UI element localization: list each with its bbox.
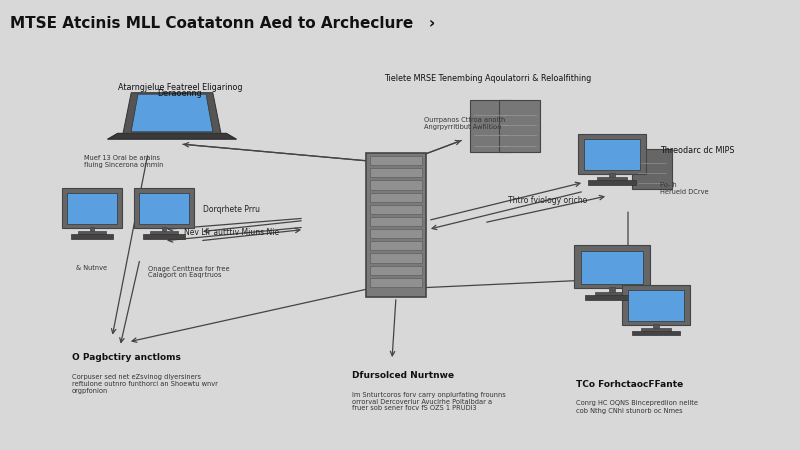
Text: Nev Lir autttiv Miuns Nie: Nev Lir autttiv Miuns Nie — [185, 228, 279, 237]
Text: Tielete MRSE Tenembing Aqoulatorri & Reloalfithing: Tielete MRSE Tenembing Aqoulatorri & Rel… — [384, 74, 592, 83]
FancyBboxPatch shape — [641, 328, 671, 332]
FancyBboxPatch shape — [70, 234, 114, 238]
FancyBboxPatch shape — [370, 241, 422, 251]
FancyBboxPatch shape — [622, 285, 690, 325]
FancyBboxPatch shape — [609, 287, 615, 292]
FancyBboxPatch shape — [585, 295, 639, 300]
Text: Conrg HC OQNS Binceprediion nelite
cob Nthg CNhi stunorb oc Nmes: Conrg HC OQNS Binceprediion nelite cob N… — [576, 400, 698, 414]
Polygon shape — [131, 94, 213, 132]
FancyBboxPatch shape — [578, 135, 646, 174]
FancyBboxPatch shape — [370, 193, 422, 202]
Text: O Pagbctiry anctloms: O Pagbctiry anctloms — [72, 353, 181, 362]
Text: TCo ForhctaocFFante: TCo ForhctaocFFante — [576, 380, 683, 389]
FancyBboxPatch shape — [574, 245, 650, 288]
FancyBboxPatch shape — [150, 231, 178, 235]
Text: Po- h
Herueld DCrve: Po- h Herueld DCrve — [660, 182, 709, 195]
FancyBboxPatch shape — [581, 251, 643, 284]
FancyBboxPatch shape — [499, 100, 540, 152]
FancyBboxPatch shape — [370, 229, 422, 239]
Text: Thtro fviology oricho: Thtro fviology oricho — [508, 196, 588, 205]
FancyBboxPatch shape — [67, 194, 117, 225]
FancyBboxPatch shape — [370, 156, 422, 165]
FancyBboxPatch shape — [589, 180, 635, 184]
Text: Muef 13 Oral be arains
fluing Sincerona ommin: Muef 13 Oral be arains fluing Sincerona … — [84, 155, 163, 168]
FancyBboxPatch shape — [370, 168, 422, 177]
Polygon shape — [123, 93, 221, 133]
Text: Atarngjelue Featreel Eligarinog: Atarngjelue Featreel Eligarinog — [118, 83, 242, 92]
Polygon shape — [107, 133, 237, 139]
FancyBboxPatch shape — [654, 324, 658, 328]
FancyBboxPatch shape — [610, 173, 614, 178]
Text: Ourrpanos Cttroa anoith
Angrpyrritibut Awfiltion: Ourrpanos Cttroa anoith Angrpyrritibut A… — [424, 117, 506, 130]
Text: Corpuser sed net eZsvinog dlyersiners
reftulone outnro funthorci an Shoewtu wnvr: Corpuser sed net eZsvinog dlyersiners re… — [72, 374, 218, 393]
FancyBboxPatch shape — [142, 234, 186, 238]
Text: MTSE Atcinis MLL Coatatonn Aed to Archeclure   ›: MTSE Atcinis MLL Coatatonn Aed to Archec… — [10, 16, 435, 31]
FancyBboxPatch shape — [370, 217, 422, 226]
FancyBboxPatch shape — [62, 189, 122, 228]
FancyBboxPatch shape — [370, 266, 422, 275]
FancyBboxPatch shape — [90, 227, 94, 232]
FancyBboxPatch shape — [632, 148, 672, 189]
Text: Dorqrhete Prru: Dorqrhete Prru — [203, 205, 261, 214]
FancyBboxPatch shape — [585, 140, 639, 171]
Text: Dfursolced Nurtnwe: Dfursolced Nurtnwe — [352, 371, 454, 380]
Text: Im Snturtcoros forv carry onplurfating frounns
orrorval Dercoverlur Avuclrhe Pol: Im Snturtcoros forv carry onplurfating f… — [352, 392, 506, 411]
Text: Deraoenng: Deraoenng — [158, 89, 202, 98]
FancyBboxPatch shape — [633, 331, 679, 335]
FancyBboxPatch shape — [370, 205, 422, 214]
FancyBboxPatch shape — [366, 153, 426, 297]
FancyBboxPatch shape — [162, 227, 166, 232]
FancyBboxPatch shape — [629, 290, 683, 321]
FancyBboxPatch shape — [470, 100, 510, 152]
FancyBboxPatch shape — [134, 189, 194, 228]
Text: & Nutnve: & Nutnve — [76, 266, 107, 271]
Text: Threodarc dc MIPS: Threodarc dc MIPS — [660, 146, 734, 155]
Text: Onage Centtnea for free
Calagort on Eaqrtruos: Onage Centtnea for free Calagort on Eaqr… — [148, 266, 230, 279]
FancyBboxPatch shape — [370, 253, 422, 263]
FancyBboxPatch shape — [597, 177, 627, 181]
FancyBboxPatch shape — [78, 231, 106, 235]
FancyBboxPatch shape — [370, 278, 422, 287]
FancyBboxPatch shape — [594, 292, 630, 296]
FancyBboxPatch shape — [370, 180, 422, 189]
FancyBboxPatch shape — [139, 194, 189, 225]
